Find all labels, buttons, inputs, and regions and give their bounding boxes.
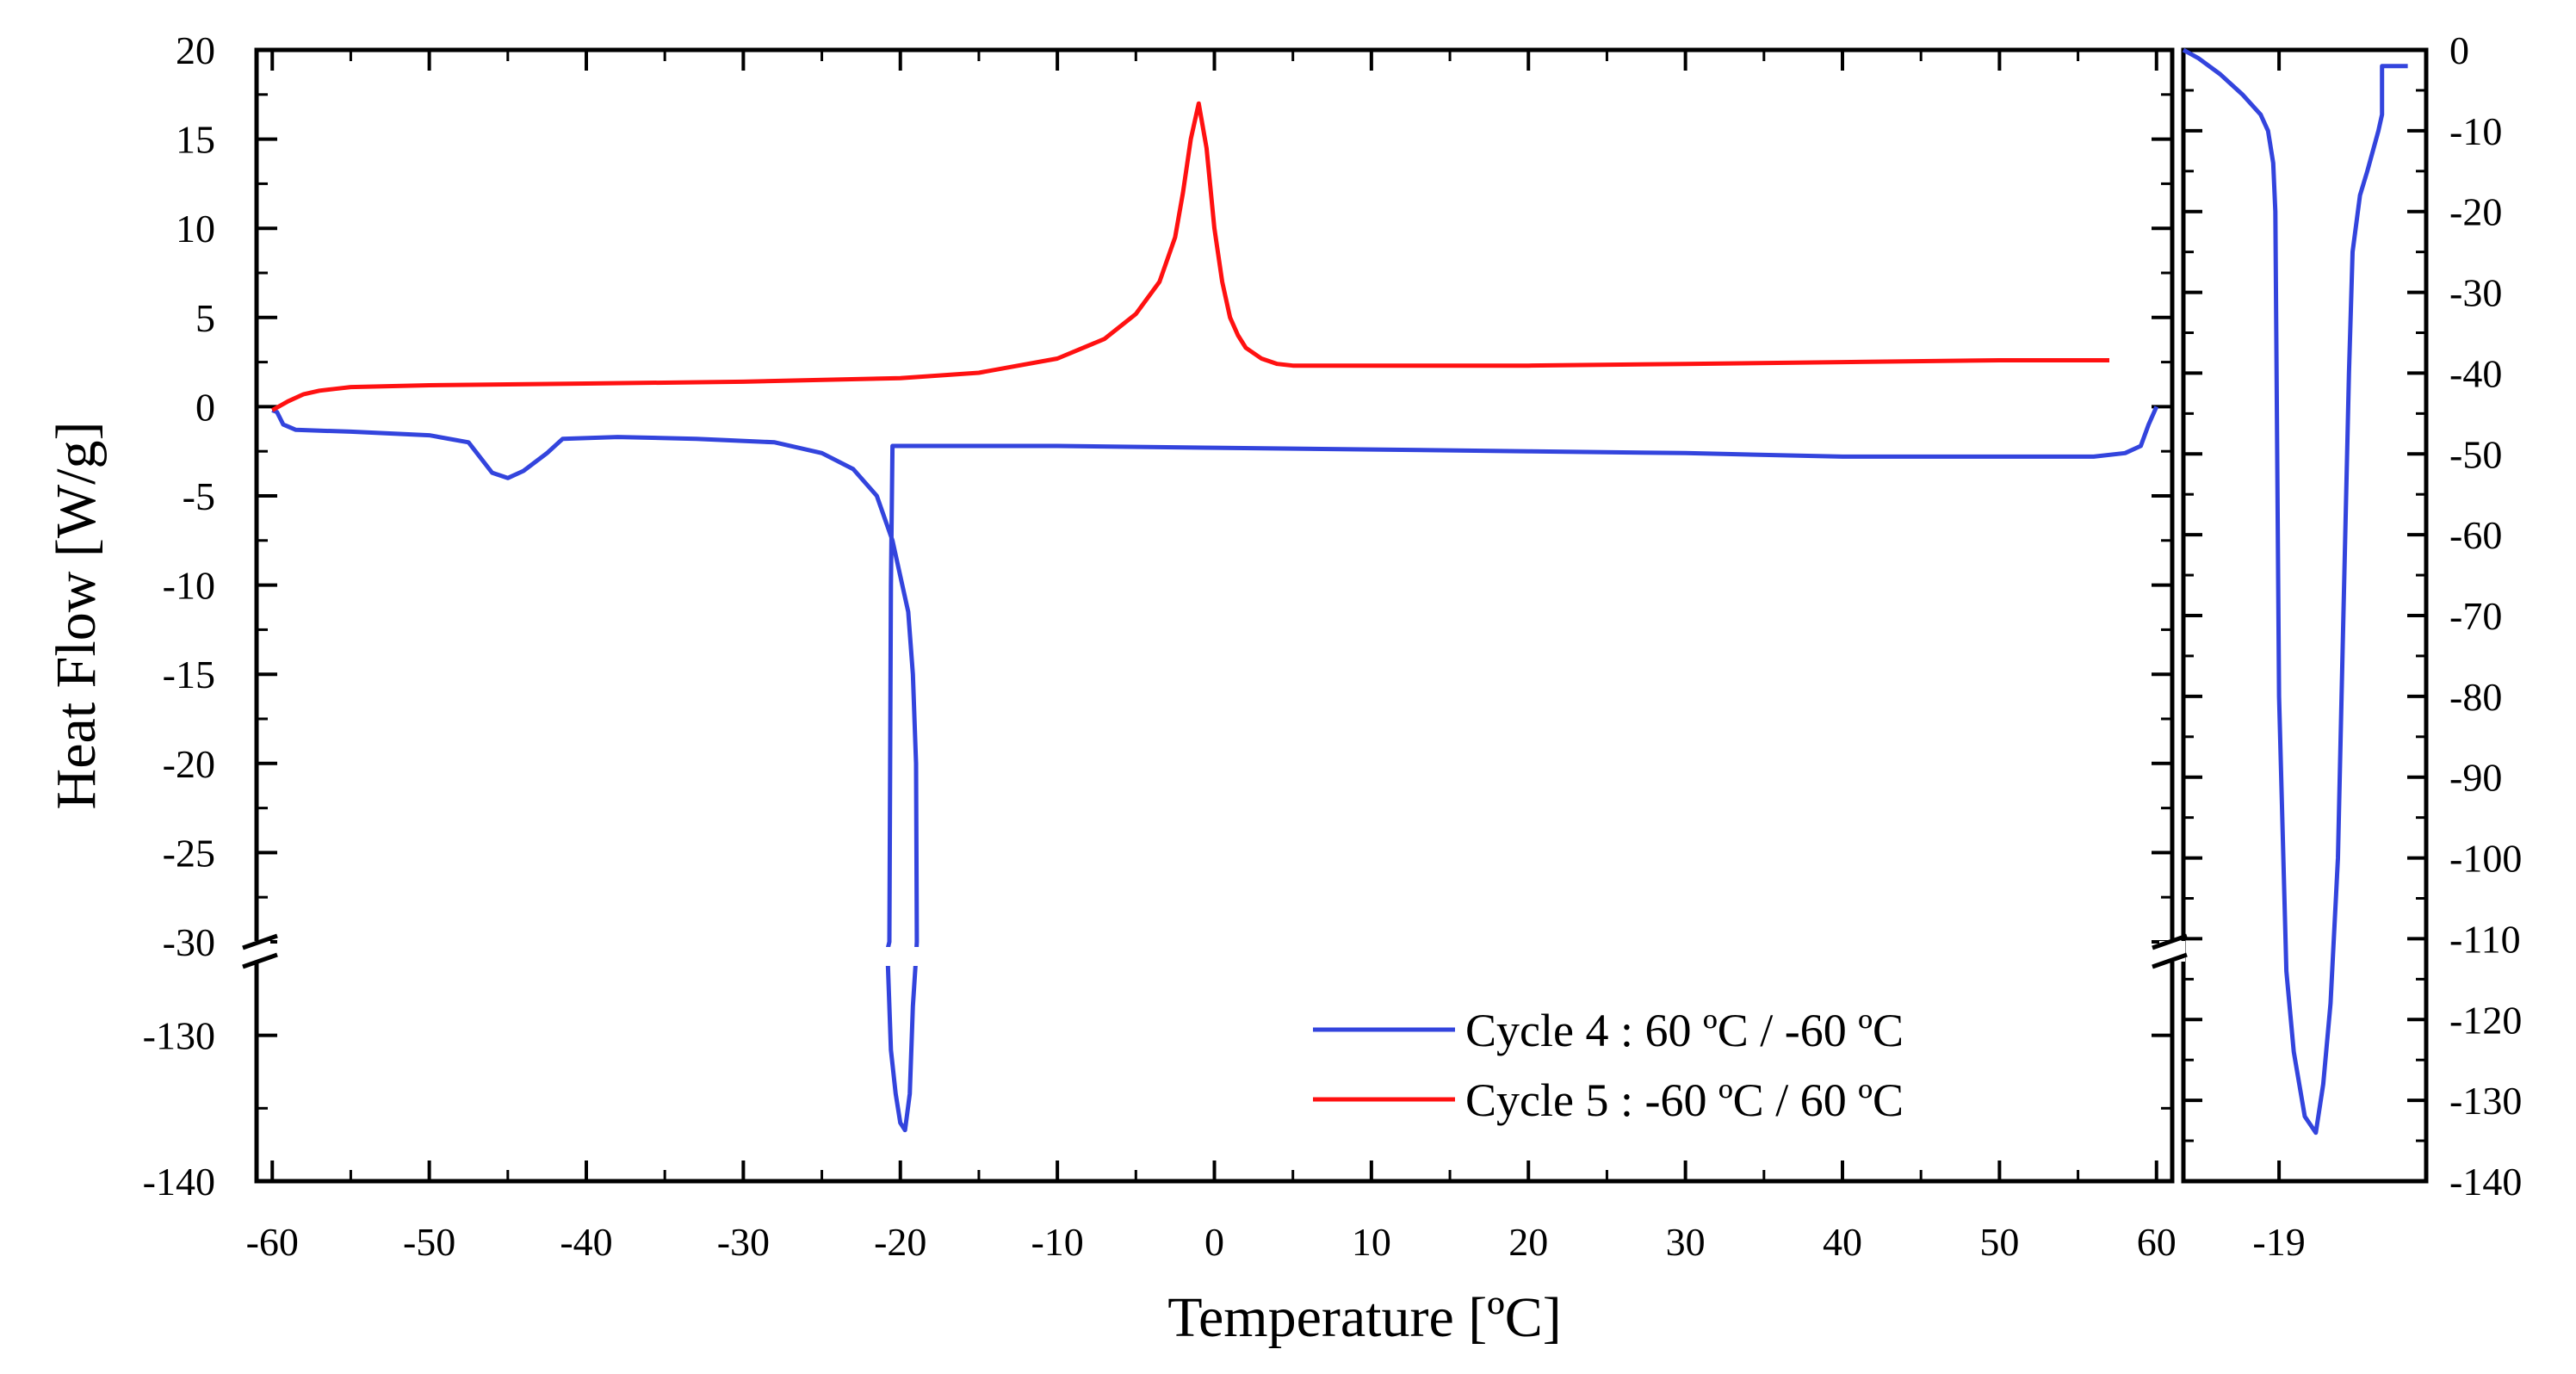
- tick-labels: -60 -50 -40 -30 -20 -10 0 10 20 30 40 50 6020151050-…: [143, 28, 2523, 1264]
- y-tick-label: -15: [163, 653, 215, 696]
- x-tick-label: 30: [1666, 1220, 1706, 1264]
- inset-y-tick-label: -10: [2449, 109, 2502, 153]
- series-break-gap: [874, 947, 922, 966]
- x-tick-label: -20: [874, 1220, 926, 1264]
- legend: Cycle 4 : 60 ºC / -60 ºC Cycle 5 : -60 º…: [1313, 1005, 1904, 1126]
- legend-label-cycle-5: Cycle 5 : -60 ºC / 60 ºC: [1465, 1074, 1904, 1126]
- legend-label-cycle-4: Cycle 4 : 60 ºC / -60 ºC: [1465, 1005, 1904, 1056]
- inset-x-tick-label: -19: [2252, 1220, 2305, 1264]
- inset-y-tick-label: -70: [2449, 594, 2502, 638]
- x-tick-label: -50: [403, 1220, 455, 1264]
- axis-break-left: [242, 933, 278, 969]
- inset-y-tick-label: -90: [2449, 756, 2502, 800]
- inset-y-tick-label: -30: [2449, 271, 2502, 315]
- x-tick-label: 0: [1204, 1220, 1224, 1264]
- y-tick-label: -5: [183, 474, 215, 518]
- inset-y-tick-label: -20: [2449, 190, 2502, 234]
- y-axis-title: Heat Flow [W/g]: [45, 422, 108, 810]
- y-tick-label: -30: [163, 920, 215, 964]
- y-tick-label: 15: [176, 118, 215, 162]
- tick-marks: [257, 48, 2426, 1183]
- x-tick-label: -40: [560, 1220, 612, 1264]
- y-tick-label: 0: [195, 385, 215, 429]
- y-tick-label: -140: [143, 1160, 215, 1204]
- x-tick-label: 10: [1352, 1220, 1391, 1264]
- axis-break-right: [2152, 933, 2188, 969]
- y-tick-label: -10: [163, 564, 215, 608]
- inset-y-tick-label: -100: [2449, 837, 2522, 881]
- y-tick-label: -25: [163, 831, 215, 875]
- x-tick-label: -10: [1031, 1220, 1083, 1264]
- series-line-cycle-5: [270, 101, 2109, 412]
- inset-y-tick-label: -120: [2449, 998, 2522, 1042]
- inset-y-tick-label: 0: [2449, 28, 2469, 72]
- y-tick-label: -130: [143, 1014, 215, 1058]
- x-tick-label: 20: [1508, 1220, 1548, 1264]
- inset-y-tick-label: -40: [2449, 351, 2502, 395]
- y-tick-label: 5: [195, 296, 215, 340]
- x-tick-label: -60: [246, 1220, 299, 1264]
- inset-y-tick-label: -50: [2449, 432, 2502, 476]
- inset-y-tick-label: -110: [2449, 917, 2521, 961]
- y-tick-label: 10: [176, 207, 215, 251]
- y-tick-label: -20: [163, 742, 215, 786]
- x-tick-label: 40: [1823, 1220, 1862, 1264]
- inset-y-tick-label: -140: [2449, 1160, 2522, 1204]
- x-axis-title: Temperature [ºC]: [1167, 1286, 1561, 1349]
- x-tick-label: -30: [717, 1220, 770, 1264]
- inset-y-tick-label: -80: [2449, 675, 2502, 719]
- inset-y-tick-label: -60: [2449, 513, 2502, 557]
- x-tick-label: 60: [2137, 1220, 2177, 1264]
- y-tick-label: 20: [176, 28, 215, 72]
- x-tick-label: 50: [1979, 1220, 2019, 1264]
- inset-series-line-cycle-4: [2182, 47, 2408, 1136]
- inset-y-tick-label: -130: [2449, 1079, 2522, 1123]
